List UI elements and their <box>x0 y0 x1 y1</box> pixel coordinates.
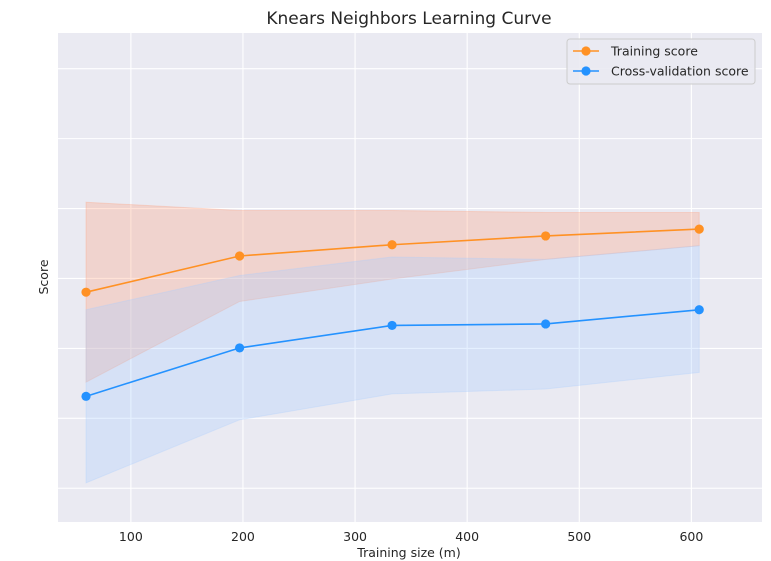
x-tick-label: 600 <box>679 529 703 544</box>
confidence-band-0 <box>85 201 700 383</box>
confidence-bands <box>85 201 700 484</box>
data-point <box>81 391 91 401</box>
plot-area <box>58 33 762 522</box>
data-point <box>235 251 245 261</box>
x-tick-label: 100 <box>119 529 143 544</box>
series-points <box>81 224 704 401</box>
x-axis-ticks: 100 200 300 400 500 600 <box>119 529 703 544</box>
x-tick-label: 400 <box>455 529 479 544</box>
legend-box <box>566 38 756 85</box>
gridlines <box>58 33 762 522</box>
x-axis-label: Training size (m) <box>356 545 460 560</box>
x-tick-label: 500 <box>567 529 591 544</box>
legend-label: Training score <box>610 44 698 59</box>
data-point <box>694 224 704 234</box>
confidence-band-1 <box>85 245 700 484</box>
y-axis-label: Score <box>36 259 51 294</box>
data-point <box>541 231 551 241</box>
legend-label: Cross-validation score <box>611 64 749 79</box>
legend-swatch-marker <box>581 66 591 76</box>
data-point <box>387 320 397 331</box>
data-point <box>387 240 397 250</box>
data-point <box>235 343 245 353</box>
chart-title: Knears Neighbors Learning Curve <box>266 9 551 29</box>
legend-swatch-marker <box>581 46 591 56</box>
data-point <box>81 287 91 297</box>
data-point <box>541 319 551 329</box>
x-tick-label: 300 <box>343 529 367 544</box>
data-point <box>694 305 704 315</box>
x-tick-label: 200 <box>231 529 255 544</box>
legend: Training score Cross-validation score <box>566 38 756 85</box>
